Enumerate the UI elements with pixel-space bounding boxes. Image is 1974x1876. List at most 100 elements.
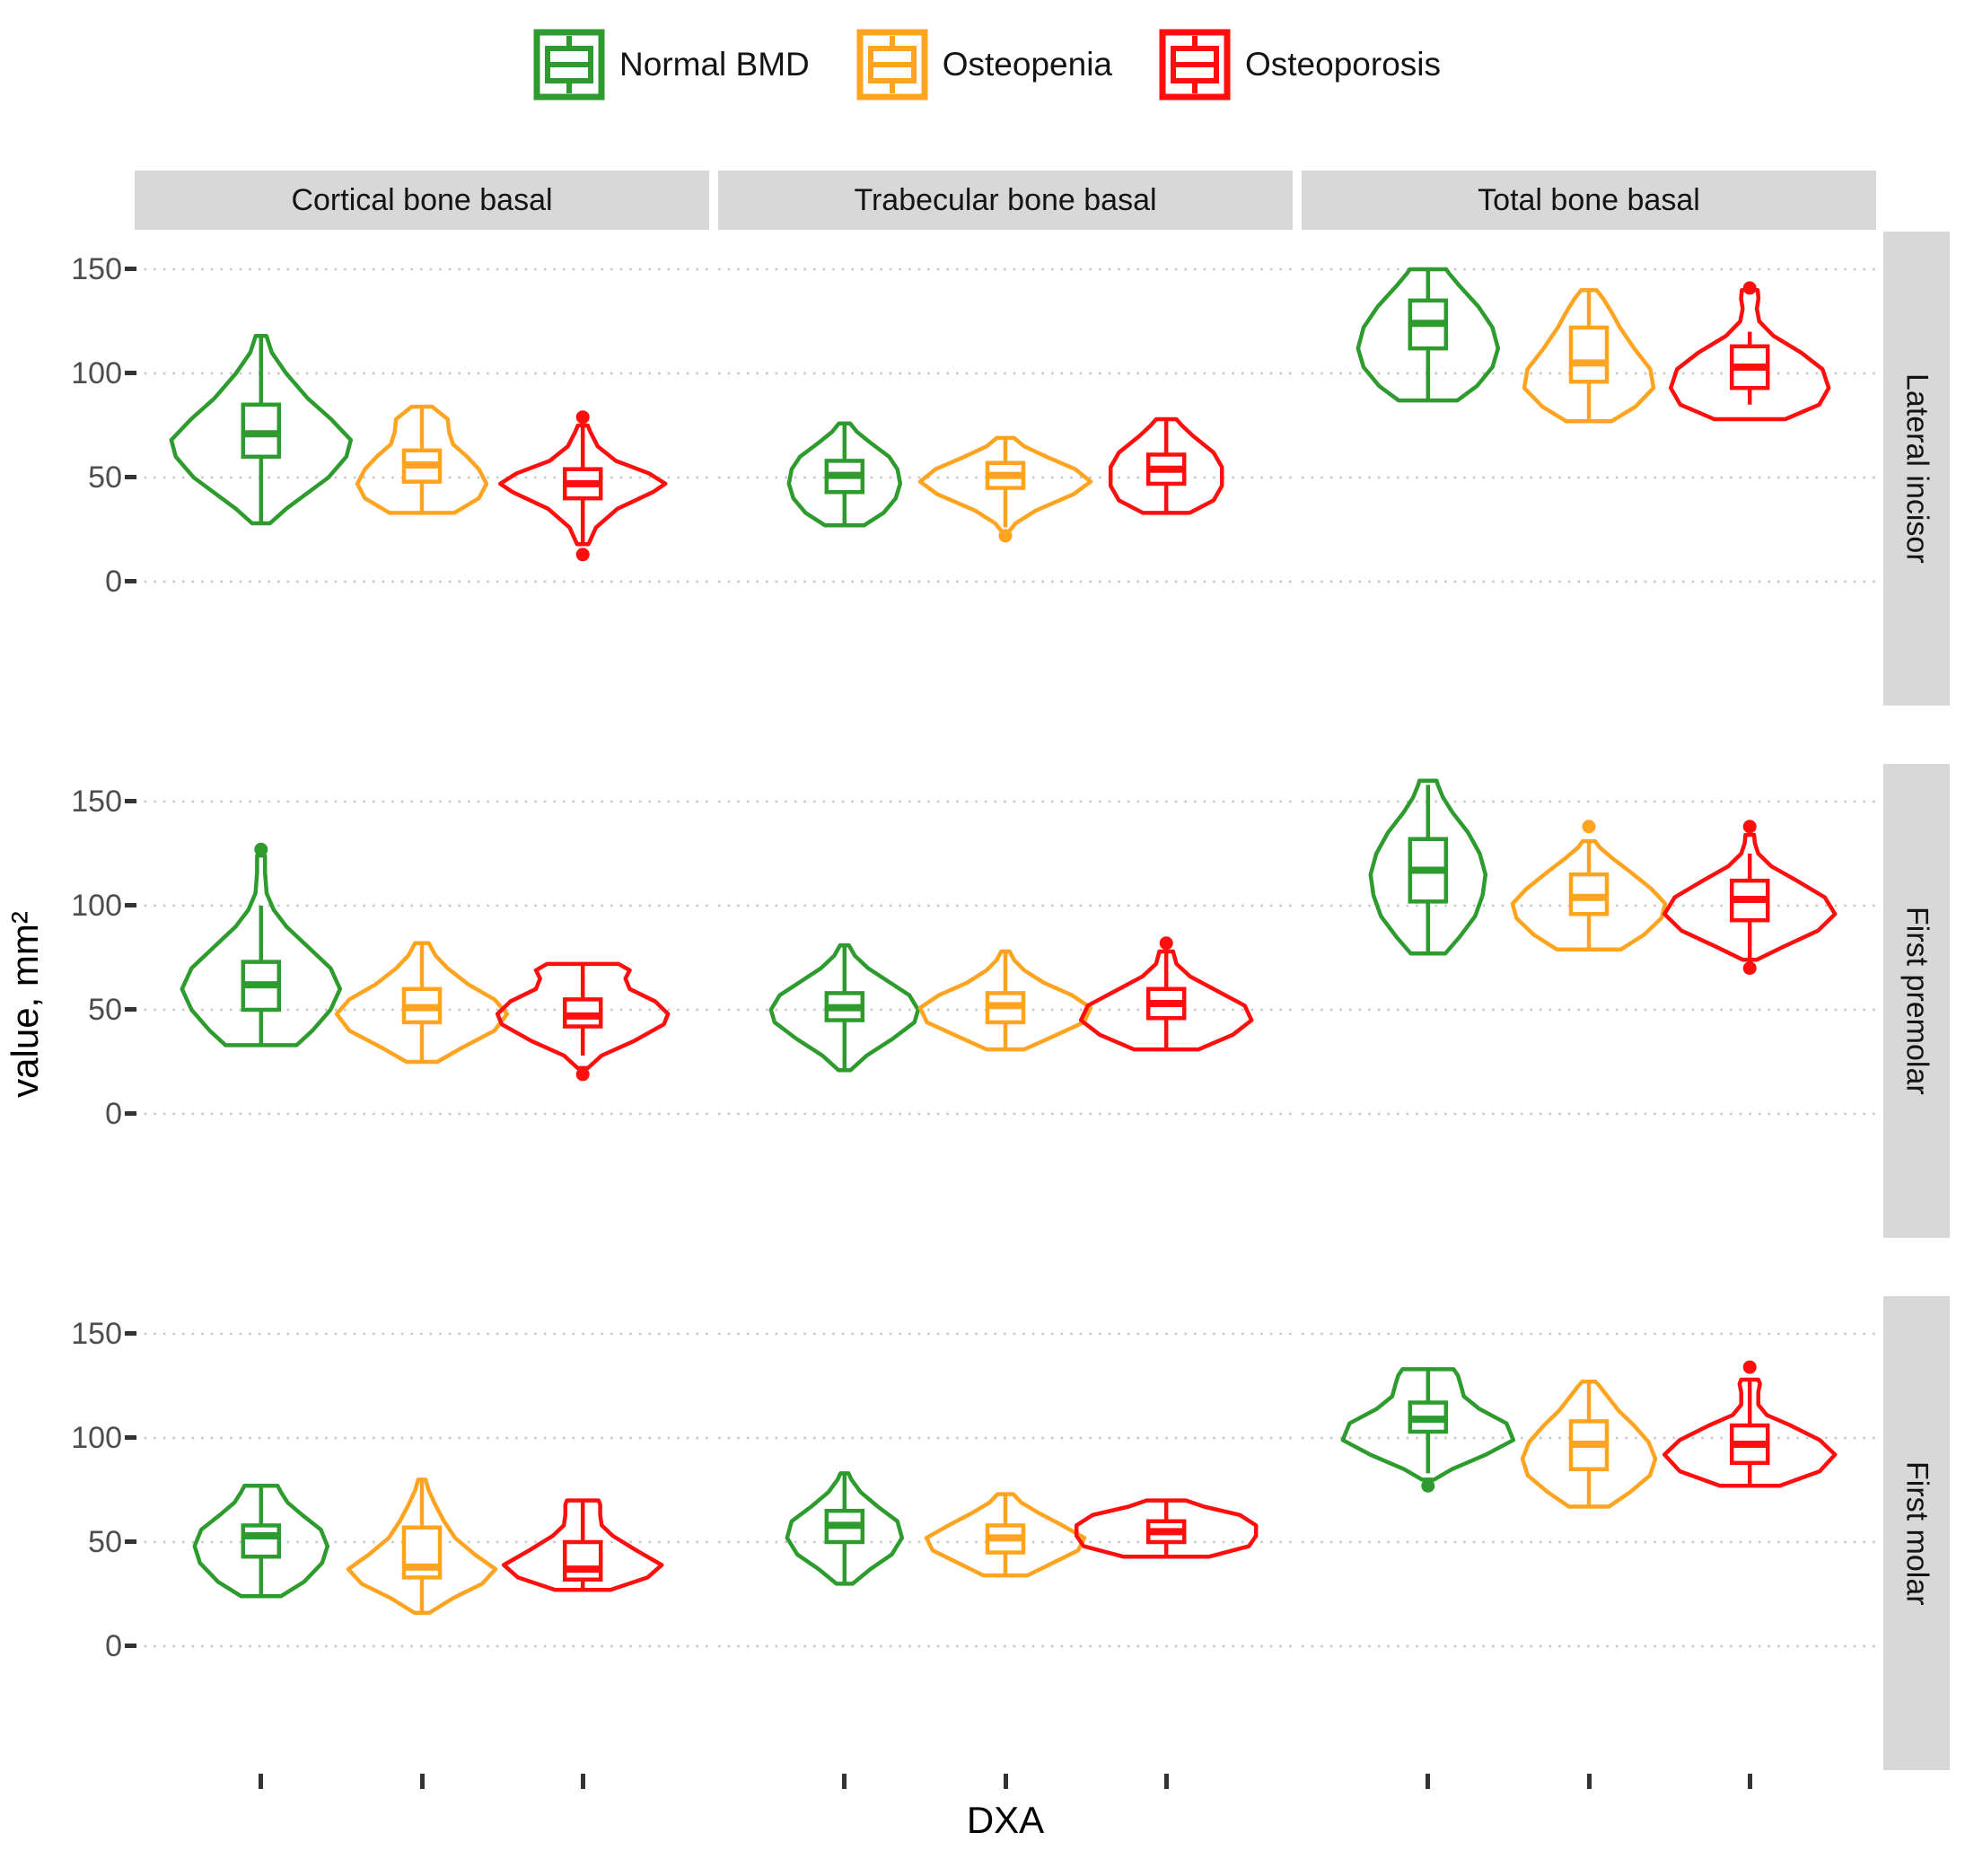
violin-normal-bmd xyxy=(768,942,921,1073)
facet-strip-lateral-incisor: Lateral incisor xyxy=(1883,232,1950,706)
violin-osteopenia xyxy=(924,1492,1087,1578)
panel-first-molar-total-bone-basal xyxy=(1302,1332,1876,1648)
violin-osteopenia xyxy=(917,435,1093,543)
facet-strip-trabecular: Trabecular bone basal xyxy=(718,171,1293,230)
legend-label: Osteopenia xyxy=(942,46,1112,83)
boxplot-key-icon xyxy=(533,29,605,101)
outlier-point xyxy=(254,842,268,856)
violin-outline xyxy=(1074,1498,1259,1559)
y-tick-label: 100 xyxy=(71,1420,122,1455)
boxplot-key-icon xyxy=(856,29,928,101)
y-tick-label: 100 xyxy=(71,888,122,923)
y-tick-mark xyxy=(125,1644,136,1649)
panel-first-premolar-total-bone-basal xyxy=(1302,778,1876,1116)
x-tick-mark xyxy=(1163,1774,1169,1789)
y-tick-mark xyxy=(125,1539,136,1545)
outlier-point xyxy=(1159,936,1173,951)
violin-osteopenia xyxy=(1510,820,1668,951)
violin-outline xyxy=(917,435,1093,534)
violin-osteopenia xyxy=(1522,287,1656,424)
violin-osteoporosis xyxy=(1668,281,1831,422)
facet-strip-first-premolar: First premolar xyxy=(1883,764,1950,1238)
outlier-point xyxy=(1742,281,1757,295)
violin-outline xyxy=(1520,1380,1658,1509)
violin-osteoporosis xyxy=(1108,416,1224,515)
legend-item-osteoporosis: Osteoporosis xyxy=(1159,29,1441,101)
violin-outline xyxy=(786,421,903,528)
y-tick-label: 0 xyxy=(105,564,122,599)
violin-outline xyxy=(169,333,354,526)
violin-normal-bmd xyxy=(192,1484,330,1599)
y-tick-mark xyxy=(125,903,136,908)
violin-outline xyxy=(180,854,343,1048)
violin-osteoporosis xyxy=(1074,1498,1259,1559)
violin-outline xyxy=(495,961,671,1071)
panel-first-molar-cortical-bone-basal xyxy=(135,1332,709,1648)
y-tick-label: 150 xyxy=(71,784,122,819)
violin-normal-bmd xyxy=(785,1471,905,1586)
boxplot-key-icon xyxy=(1159,29,1231,101)
violin-outline xyxy=(1668,287,1831,422)
violin-outline xyxy=(355,404,489,515)
y-tick-label: 50 xyxy=(88,992,122,1027)
violin-outline xyxy=(1078,949,1254,1052)
violin-osteoporosis xyxy=(1078,936,1254,1052)
violin-outline xyxy=(1522,287,1656,424)
legend-item-normal-bmd: Normal BMD xyxy=(533,29,810,101)
violin-normal-bmd xyxy=(1368,778,1488,956)
y-tick-label: 0 xyxy=(105,1628,122,1663)
violin-outline xyxy=(917,949,1093,1052)
x-tick-mark xyxy=(1426,1774,1431,1789)
violin-outline xyxy=(1368,778,1488,956)
y-tick-mark xyxy=(125,475,136,480)
outlier-point xyxy=(1742,961,1757,976)
y-tick-mark xyxy=(125,267,136,272)
x-tick-mark xyxy=(1747,1774,1752,1789)
y-tick-mark xyxy=(125,799,136,804)
violin-outline xyxy=(1662,832,1838,962)
outlier-point xyxy=(575,410,590,425)
violin-osteoporosis xyxy=(497,410,668,562)
violin-osteoporosis xyxy=(1662,1360,1838,1488)
y-tick-mark xyxy=(125,371,136,376)
violin-outline xyxy=(497,423,668,547)
y-tick-label: 150 xyxy=(71,1316,122,1351)
y-tick-mark xyxy=(125,1331,136,1337)
x-tick-mark xyxy=(1586,1774,1592,1789)
y-tick-mark xyxy=(125,1111,136,1117)
x-axis-title: DXA xyxy=(966,1799,1045,1841)
x-tick-mark xyxy=(580,1774,585,1789)
violin-outline xyxy=(1108,416,1224,515)
violin-osteopenia xyxy=(1520,1380,1658,1509)
violin-normal-bmd xyxy=(1340,1367,1516,1493)
box xyxy=(241,1523,282,1559)
violin-osteopenia xyxy=(917,949,1093,1052)
x-tick-mark xyxy=(259,1774,264,1789)
y-tick-label: 150 xyxy=(71,251,122,286)
violin-osteopenia xyxy=(346,1477,498,1616)
outlier-point xyxy=(1742,820,1757,834)
violin-osteopenia xyxy=(334,941,510,1065)
y-tick-mark xyxy=(125,1435,136,1441)
legend: Normal BMD Osteopenia Osteoporosis xyxy=(0,20,1974,110)
legend-label: Normal BMD xyxy=(619,46,810,83)
y-tick-mark xyxy=(125,1007,136,1013)
violin-outline xyxy=(768,942,921,1073)
facet-strip-first-molar: First molar xyxy=(1883,1296,1950,1770)
x-tick-mark xyxy=(419,1774,425,1789)
panel-first-premolar-cortical-bone-basal xyxy=(135,800,709,1116)
outlier-point xyxy=(1742,1360,1757,1374)
legend-label: Osteoporosis xyxy=(1245,46,1441,83)
legend-item-osteopenia: Osteopenia xyxy=(856,29,1112,101)
y-tick-label: 100 xyxy=(71,355,122,390)
violin-osteoporosis xyxy=(495,961,671,1082)
violin-outline xyxy=(192,1484,330,1599)
panel-lateral-incisor-trabecular-bone-basal xyxy=(718,267,1293,583)
outlier-point xyxy=(998,529,1013,543)
y-tick-label: 0 xyxy=(105,1096,122,1131)
violin-outline xyxy=(1510,838,1668,951)
panel-lateral-incisor-cortical-bone-basal xyxy=(135,267,709,583)
violin-normal-bmd xyxy=(180,842,343,1048)
violin-outline xyxy=(785,1471,905,1586)
violin-normal-bmd xyxy=(169,333,354,526)
